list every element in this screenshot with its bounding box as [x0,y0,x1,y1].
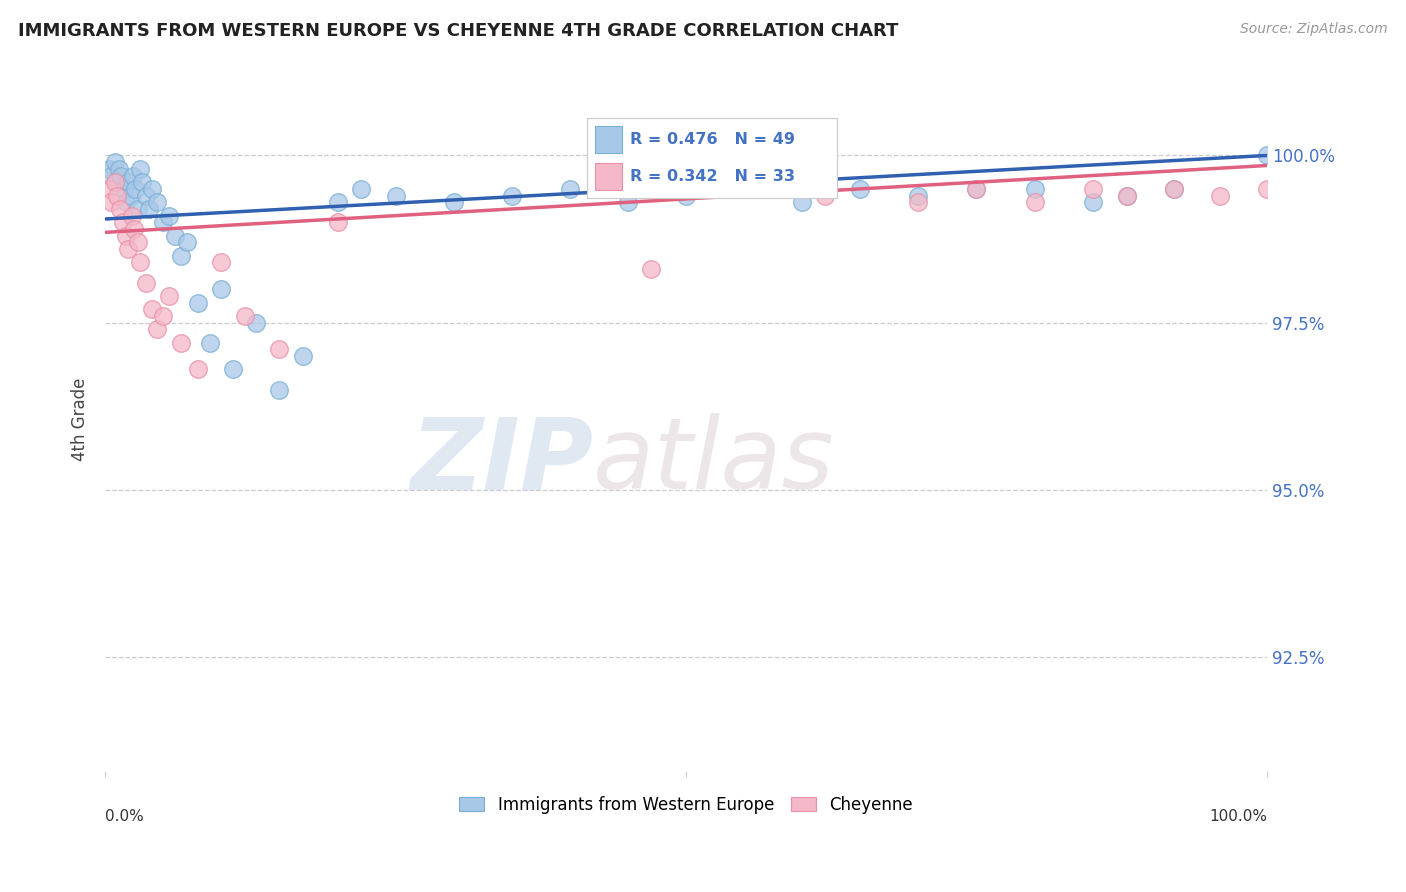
Point [209,255,232,269]
Point [127,235,149,250]
Point [558,182,581,196]
Point [1163,182,1185,196]
Point [105,175,128,189]
Point [350,182,373,196]
Point [269,383,291,397]
Legend: Immigrants from Western Europe, Cheyenne: Immigrants from Western Europe, Cheyenne [451,788,921,822]
Point [135,276,157,290]
Point [122,169,145,183]
Point [233,309,256,323]
Point [97,161,120,176]
Point [187,295,209,310]
Point [124,182,146,196]
Text: 0.0%: 0.0% [105,809,143,824]
Point [103,175,125,189]
Point [170,335,193,350]
Point [146,322,169,336]
Point [111,215,134,229]
Point [617,195,640,210]
Point [157,209,180,223]
Point [501,188,523,202]
Point [129,161,152,176]
Point [152,309,174,323]
Point [120,188,142,202]
Point [117,175,139,189]
Point [131,175,153,189]
Point [198,335,221,350]
Point [115,195,138,210]
Point [152,215,174,229]
Text: Source: ZipAtlas.com: Source: ZipAtlas.com [1240,22,1388,37]
Point [222,362,245,376]
Point [187,362,209,376]
Point [1081,182,1104,196]
Point [269,343,291,357]
Point [112,182,135,196]
Point [157,289,180,303]
Point [1256,148,1278,162]
Point [209,282,232,296]
Point [966,182,988,196]
Point [1209,188,1232,202]
Point [176,235,198,250]
Text: ZIP: ZIP [411,413,593,510]
Point [108,161,131,176]
Point [640,262,662,277]
Point [100,169,122,183]
Point [733,182,755,196]
Point [907,195,929,210]
Point [849,182,872,196]
Point [117,242,139,256]
Point [814,188,837,202]
Point [966,182,988,196]
Point [1024,195,1046,210]
Point [110,202,132,216]
Point [138,202,160,216]
Point [146,195,169,210]
Point [443,195,465,210]
Point [1163,182,1185,196]
Point [163,228,186,243]
Point [245,316,267,330]
Point [384,188,406,202]
Text: IMMIGRANTS FROM WESTERN EUROPE VS CHEYENNE 4TH GRADE CORRELATION CHART: IMMIGRANTS FROM WESTERN EUROPE VS CHEYEN… [18,22,898,40]
Point [291,349,314,363]
Point [907,188,929,202]
Point [115,228,138,243]
Text: atlas: atlas [593,413,835,510]
Point [1116,188,1139,202]
Point [103,155,125,169]
Text: 100.0%: 100.0% [1209,809,1267,824]
Point [1081,195,1104,210]
Point [121,209,143,223]
Point [110,169,132,183]
Point [170,249,193,263]
Point [1256,182,1278,196]
Point [127,202,149,216]
Point [135,188,157,202]
Y-axis label: 4th Grade: 4th Grade [72,378,89,461]
Point [675,188,697,202]
Point [122,222,145,236]
Point [326,215,349,229]
Point [100,195,122,210]
Point [792,195,814,210]
Point [105,188,128,202]
Point [97,182,120,196]
Point [326,195,349,210]
Point [141,302,163,317]
Point [1024,182,1046,196]
Point [141,182,163,196]
Point [1116,188,1139,202]
Point [129,255,152,269]
